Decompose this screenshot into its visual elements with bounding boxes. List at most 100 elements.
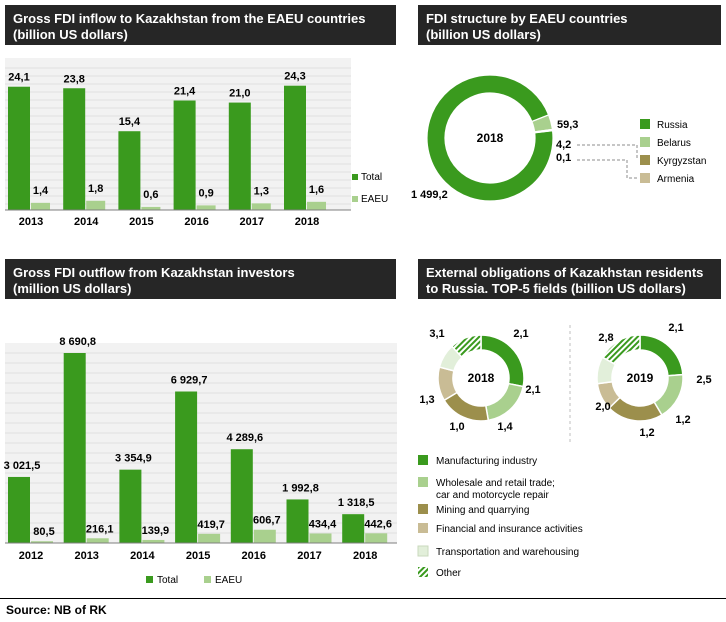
outflow-total-label: 1 318,5 xyxy=(338,497,375,509)
outflow-year-label: 2014 xyxy=(130,550,155,562)
structure-leader-kyrgyzstan xyxy=(577,144,638,159)
outflow-total-label: 3 354,9 xyxy=(115,453,152,465)
obligations-2019-value-label: 2,1 xyxy=(668,322,683,334)
outflow-bar-eaeu xyxy=(198,533,221,543)
obligations-title-line2: to Russia. TOP-5 fields (billion US doll… xyxy=(426,281,686,296)
structure-label-armenia: 0,1 xyxy=(556,152,571,164)
inflow-year-label: 2015 xyxy=(129,216,153,228)
structure-title-line2: (billion US dollars) xyxy=(426,27,541,42)
inflow-bar-total xyxy=(228,102,251,210)
obligations-legend-label-line2: car and motorcycle repair xyxy=(436,490,549,501)
outflow-year-label: 2017 xyxy=(297,550,321,562)
outflow-bar-eaeu xyxy=(142,539,165,543)
inflow-legend-label-total: Total xyxy=(361,172,382,183)
inflow-eaeu-label: 1,6 xyxy=(309,184,324,196)
outflow-bar-eaeu xyxy=(365,533,388,543)
inflow-total-label: 15,4 xyxy=(119,116,141,128)
structure-legend-swatch-russia xyxy=(640,119,650,129)
structure-chart: 2018 1 499,2 59,3 4,20,1 Russia Belarus Kyrgyz… xyxy=(411,74,706,202)
outflow-title-line2: (million US dollars) xyxy=(13,281,132,296)
inflow-bar-total xyxy=(284,85,306,210)
bottom-divider xyxy=(0,598,726,599)
obligations-2019-slice xyxy=(601,334,641,366)
obligations-2019-value-label: 2,0 xyxy=(595,401,610,413)
obligations-2018-value-label: 1,4 xyxy=(497,421,513,433)
inflow-year-label: 2018 xyxy=(295,216,319,228)
outflow-year-label: 2012 xyxy=(19,550,43,562)
inflow-year-label: 2014 xyxy=(74,216,99,228)
structure-center-label: 2018 xyxy=(477,131,504,145)
obligations-legend-swatch xyxy=(418,523,428,533)
structure-leader-armenia xyxy=(577,159,637,179)
obligations-2018-value-label: 3,1 xyxy=(429,328,444,340)
inflow-legend-swatch-eaeu xyxy=(352,196,358,202)
outflow-eaeu-label: 434,4 xyxy=(309,519,337,531)
obligations-center-label-2019: 2019 xyxy=(627,371,654,385)
obligations-legend-swatch xyxy=(418,567,428,577)
structure-legend-label-armenia: Armenia xyxy=(657,174,695,185)
obligations-chart-title: External obligations of Kazakhstan resid… xyxy=(418,259,721,299)
outflow-bar-eaeu xyxy=(309,533,332,543)
inflow-total-label: 21,0 xyxy=(229,88,250,100)
obligations-title-line1: External obligations of Kazakhstan resid… xyxy=(426,265,704,280)
structure-label-kyrgyzstan: 4,2 xyxy=(556,139,571,151)
obligations-legend-swatch xyxy=(418,477,428,487)
obligations-legend-swatch xyxy=(418,504,428,514)
outflow-legend-label-eaeu: EAEU xyxy=(215,575,242,586)
outflow-bar-total xyxy=(63,353,86,543)
inflow-bar-total xyxy=(63,88,86,210)
inflow-bar-total xyxy=(173,100,196,210)
inflow-bar-eaeu xyxy=(307,201,326,210)
outflow-bar-eaeu xyxy=(31,541,53,543)
outflow-total-label: 6 929,7 xyxy=(171,375,208,387)
obligations-2019-value-label: 1,2 xyxy=(639,427,654,439)
obligations-2019-value-label: 1,2 xyxy=(675,414,690,426)
inflow-bar-total xyxy=(8,86,30,210)
outflow-year-label: 2015 xyxy=(186,550,210,562)
outflow-bar-total xyxy=(8,476,30,543)
structure-legend-label-belarus: Belarus xyxy=(657,138,691,149)
structure-legend-label-kyrgyzstan: Kyrgyzstan xyxy=(657,156,706,167)
outflow-total-label: 4 289,6 xyxy=(226,432,263,444)
inflow-eaeu-label: 1,4 xyxy=(33,185,49,197)
outflow-total-label: 3 021,5 xyxy=(4,460,41,472)
structure-legend-label-russia: Russia xyxy=(657,120,688,131)
outflow-eaeu-label: 216,1 xyxy=(86,523,114,535)
obligations-legend-swatch xyxy=(417,545,429,557)
inflow-title-line2: (billion US dollars) xyxy=(13,27,128,42)
inflow-total-label: 21,4 xyxy=(174,86,196,98)
inflow-eaeu-label: 0,9 xyxy=(198,187,213,199)
outflow-eaeu-label: 80,5 xyxy=(33,526,54,538)
outflow-legend-label-total: Total xyxy=(157,575,178,586)
inflow-year-label: 2013 xyxy=(19,216,43,228)
inflow-bar-eaeu xyxy=(86,200,106,210)
outflow-eaeu-label: 139,9 xyxy=(142,525,170,537)
outflow-bar-total xyxy=(342,514,365,543)
inflow-legend-label-eaeu: EAEU xyxy=(361,194,388,205)
inflow-eaeu-label: 0,6 xyxy=(143,189,158,201)
obligations-legend-label: Financial and insurance activities xyxy=(436,524,583,535)
outflow-bar-eaeu xyxy=(253,529,276,543)
outflow-eaeu-label: 606,7 xyxy=(253,515,281,527)
obligations-legend-label: Wholesale and retail trade; xyxy=(436,478,555,489)
obligations-2018-value-label: 2,1 xyxy=(513,328,528,340)
inflow-bar-eaeu xyxy=(251,203,271,210)
outflow-total-label: 8 690,8 xyxy=(59,336,96,348)
inflow-bar-total xyxy=(118,131,141,210)
outflow-eaeu-label: 442,6 xyxy=(364,518,392,530)
obligations-2018-value-label: 1,3 xyxy=(419,394,434,406)
outflow-bar-total xyxy=(286,499,309,543)
structure-label-russia: 1 499,2 xyxy=(411,189,448,201)
inflow-chart: 24,1 1,4 2013 23,8 1,8 2014 15,4 0,6 2015 21,4 0,9… xyxy=(5,58,388,228)
inflow-bar-eaeu xyxy=(141,206,161,210)
inflow-title-line1: Gross FDI inflow to Kazakhstan from the … xyxy=(13,11,366,26)
structure-legend-swatch-belarus xyxy=(640,137,650,147)
outflow-chart-title: Gross FDI outflow from Kazakhstan invest… xyxy=(5,259,396,299)
outflow-bar-eaeu xyxy=(86,538,109,543)
inflow-year-label: 2016 xyxy=(184,216,208,228)
inflow-chart-title: Gross FDI inflow to Kazakhstan from the … xyxy=(5,5,396,45)
structure-chart-title: FDI structure by EAEU countries (billion… xyxy=(418,5,721,45)
obligations-2018-value-label: 1,0 xyxy=(449,421,464,433)
inflow-eaeu-label: 1,3 xyxy=(254,185,269,197)
